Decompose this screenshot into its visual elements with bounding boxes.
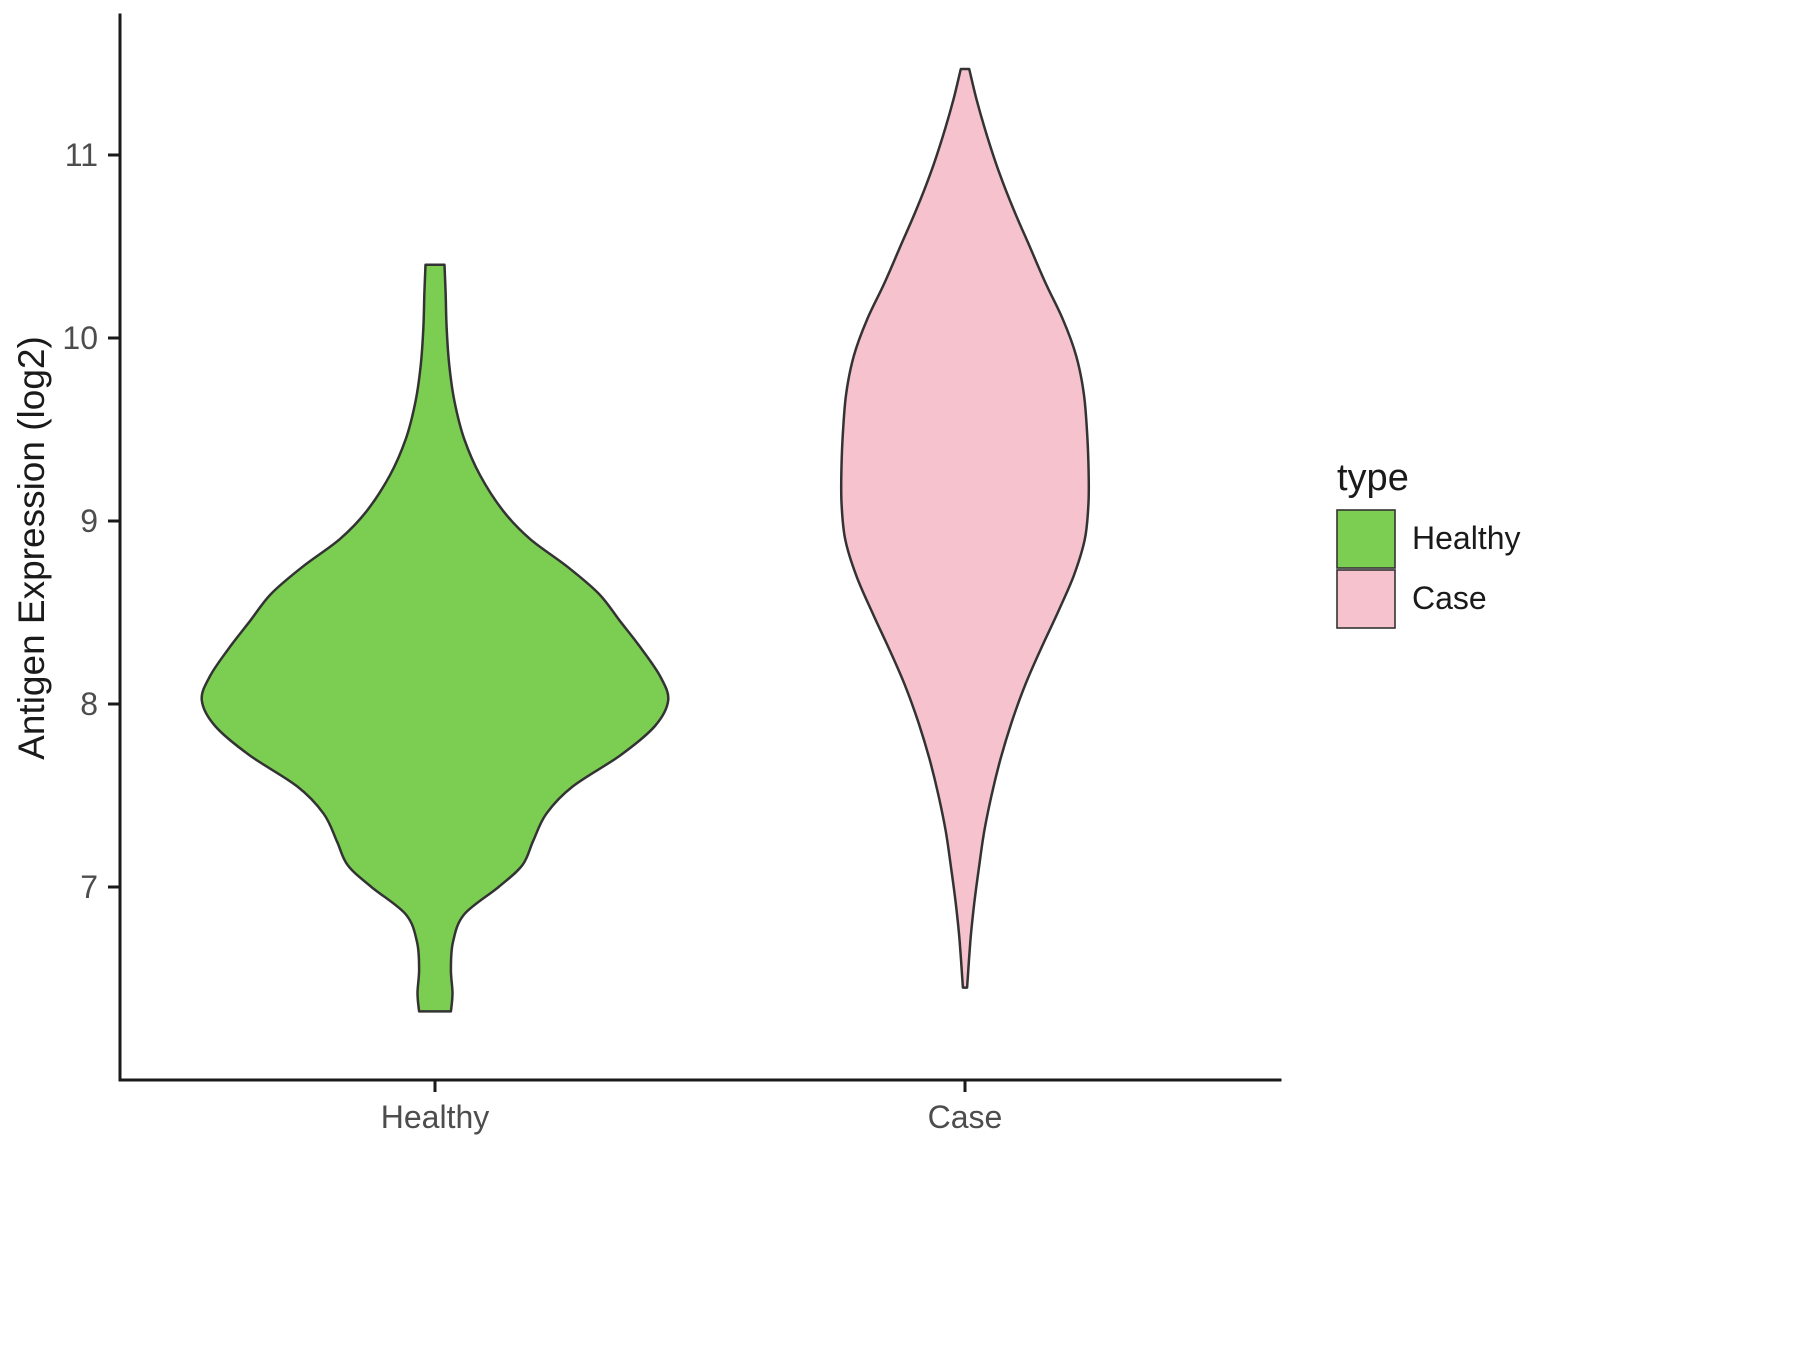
y-tick-label-11: 11 [65, 137, 98, 173]
y-axis-ticks: 7 8 9 10 11 [62, 137, 120, 905]
x-axis-ticks: Healthy Case [381, 1080, 1003, 1135]
legend-swatch-case [1336, 569, 1396, 629]
x-category-label-case: Case [928, 1099, 1003, 1135]
legend-label-healthy: Healthy [1412, 520, 1521, 556]
y-axis-title: Antigen Expression (log2) [11, 336, 52, 760]
violin-healthy [200, 263, 670, 1013]
y-tick-label-9: 9 [80, 503, 98, 539]
violin-layer [200, 67, 1091, 1013]
violin-case [839, 67, 1091, 989]
legend-label-case: Case [1412, 580, 1487, 616]
legend: type Healthy Case [1336, 457, 1521, 629]
legend-swatch-healthy [1336, 509, 1396, 569]
y-tick-label-8: 8 [80, 686, 98, 722]
x-category-label-healthy: Healthy [381, 1099, 490, 1135]
y-tick-label-7: 7 [80, 869, 98, 905]
legend-title: type [1337, 457, 1409, 499]
y-tick-label-10: 10 [62, 320, 98, 356]
